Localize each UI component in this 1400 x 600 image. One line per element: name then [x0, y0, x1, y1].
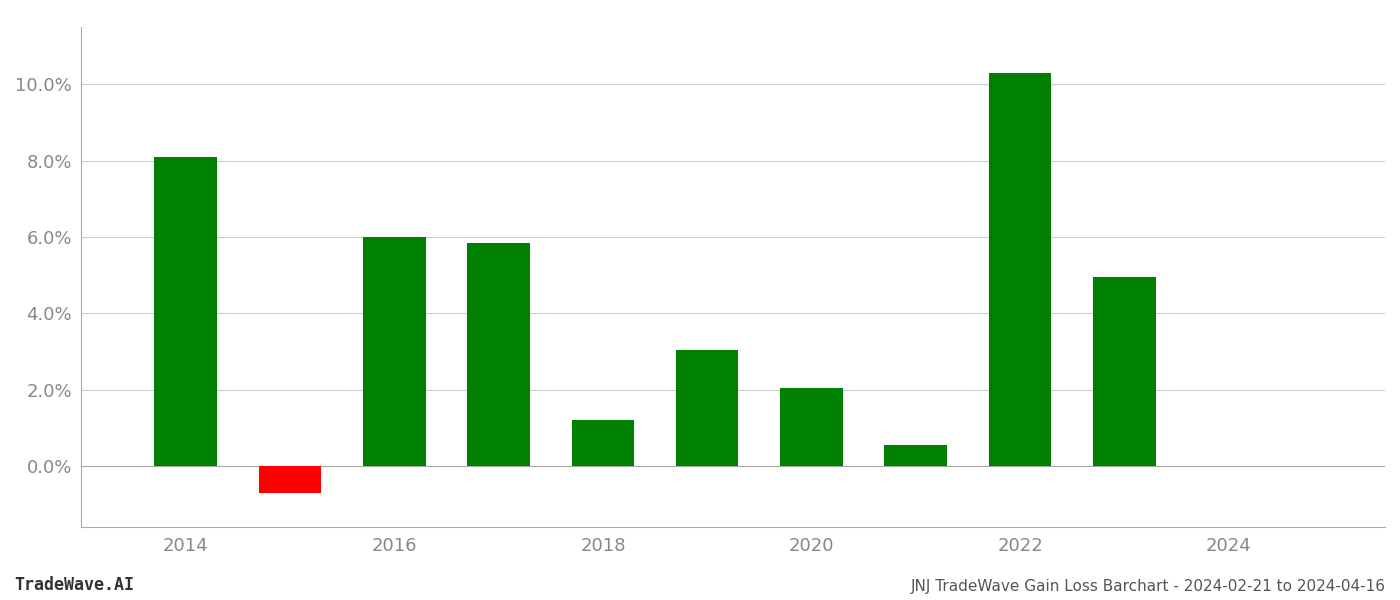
Bar	[780, 388, 843, 466]
Bar	[468, 243, 529, 466]
Bar	[259, 466, 322, 493]
Bar	[363, 237, 426, 466]
Bar	[571, 421, 634, 466]
Text: TradeWave.AI: TradeWave.AI	[14, 576, 134, 594]
Bar	[988, 73, 1051, 466]
Bar	[1093, 277, 1155, 466]
Bar	[885, 445, 946, 466]
Text: JNJ TradeWave Gain Loss Barchart - 2024-02-21 to 2024-04-16: JNJ TradeWave Gain Loss Barchart - 2024-…	[911, 579, 1386, 594]
Bar	[154, 157, 217, 466]
Bar	[676, 350, 738, 466]
